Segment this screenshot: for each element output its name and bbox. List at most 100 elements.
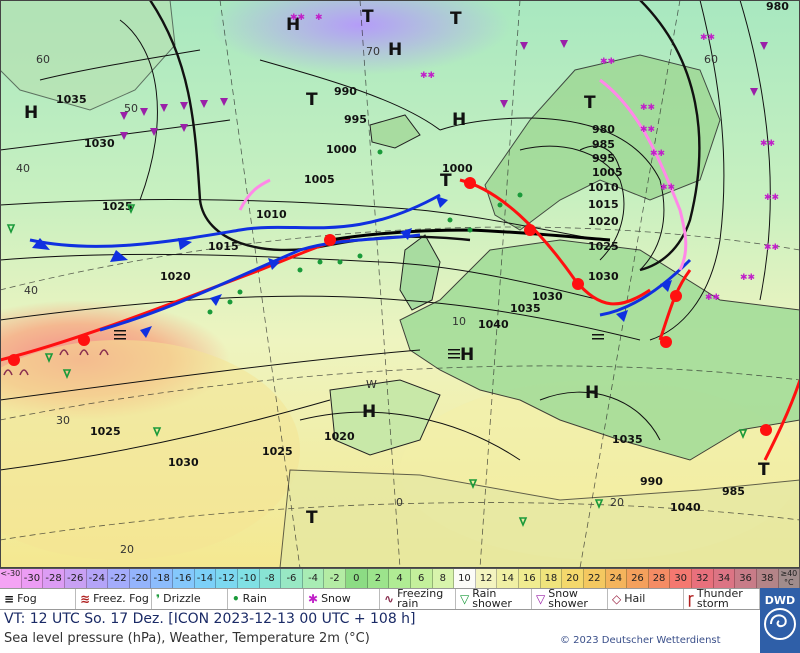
- chart-info: VT: 12 UTC So. 17 Dez. [ICON 2023-12-13 …: [4, 610, 754, 646]
- svg-text:✱✱: ✱✱: [600, 57, 615, 67]
- legend-item: ≡ Fog: [0, 589, 76, 609]
- isobar-label: 1015: [588, 198, 619, 211]
- weather-map: H H H H H H H T T T T T T T 1035 1030 10…: [0, 0, 800, 568]
- dwd-logo-icon: [764, 608, 796, 640]
- warm-front-symbols: [8, 177, 772, 436]
- longitude-label: 10: [452, 315, 466, 328]
- isobar-label: 990: [334, 85, 357, 98]
- freezing-rain-symbols: [3, 349, 109, 376]
- svg-text:✱✱: ✱✱: [640, 103, 655, 113]
- temperature-scale-cell: -8: [259, 569, 282, 588]
- isobar-label: 1025: [262, 445, 293, 458]
- isobar-label: 1040: [670, 501, 701, 514]
- latitude-label: 40: [16, 162, 30, 175]
- latitude-label: 60: [36, 53, 50, 66]
- legend-label: Snow: [321, 592, 351, 605]
- temperature-scale-cell: 22: [583, 569, 606, 588]
- legend-item: ▽ Snow shower: [532, 589, 608, 609]
- low-centre-north: T: [362, 7, 374, 27]
- north-africa-landmass: [279, 469, 800, 568]
- temperature-scale-cell: 10: [454, 569, 476, 588]
- legend-label: Freez. Fog: [93, 592, 149, 605]
- isobar-label: 1020: [324, 430, 355, 443]
- temperature-scale-cell: 2: [367, 569, 390, 588]
- temperature-scale-cell: -12: [216, 569, 238, 588]
- isobar-label: 1020: [160, 270, 191, 283]
- temperature-scale-cell: -26: [64, 569, 87, 588]
- upper-occlusion: [599, 78, 688, 271]
- svg-text:✱✱: ✱✱: [764, 193, 779, 203]
- isobar-label: 1005: [304, 173, 335, 186]
- temperature-scale-cell: -18: [151, 569, 173, 588]
- warm-region-south: [0, 340, 300, 560]
- cold-front-north: [29, 193, 441, 248]
- temperature-scale-cell: -2: [324, 569, 346, 588]
- isobar-label: 1035: [56, 93, 87, 106]
- pressure-centres: H H H H H H H T T T T T T T: [24, 7, 770, 528]
- legend-label: Hail: [624, 592, 646, 605]
- rain-shower-icon: ▽: [460, 592, 470, 606]
- latitude-label: 70: [366, 45, 380, 58]
- logo-text: DWD: [764, 594, 796, 607]
- isobar-label: 985: [722, 485, 745, 498]
- warm-front-east: [658, 269, 692, 341]
- temperature-scale-cell: 38: [756, 569, 779, 588]
- legend-label: Thunder storm: [696, 589, 743, 609]
- fog-symbols: [114, 330, 604, 359]
- isobar-label: 980: [592, 123, 615, 136]
- temperature-scale-cell: -22: [108, 569, 130, 588]
- rain-shower-symbols: [6, 204, 748, 528]
- isobar-label: 1025: [588, 240, 619, 253]
- svg-text:✱✱: ✱✱: [650, 149, 665, 159]
- latitude-label: 30: [56, 414, 70, 427]
- svg-text:✱✱: ✱✱: [705, 293, 720, 303]
- lat-lon-grid: [0, 0, 800, 568]
- isobar-label: 995: [592, 152, 615, 165]
- valid-time: VT: 12 UTC So. 17 Dez. [ICON 2023-12-13 …: [4, 611, 416, 627]
- temperature-scale-cell: -10: [237, 569, 260, 588]
- svg-text:✱✱: ✱✱: [700, 33, 715, 43]
- svg-text:✱✱: ✱✱: [760, 139, 775, 149]
- legend-item: Ꞅ Thunder storm: [684, 589, 760, 609]
- temperature-scale-cell: 14: [497, 569, 519, 588]
- cold-front-symbols: [32, 196, 672, 338]
- isobar-label: 1030: [588, 270, 619, 283]
- rain-icon: •: [232, 592, 240, 606]
- temperature-scale-cell: 36: [735, 569, 757, 588]
- isobar-label: 1010: [256, 208, 287, 221]
- temperature-scale-cell: 26: [627, 569, 649, 588]
- temperature-scale-cell: <-30: [0, 569, 22, 588]
- svg-text:✱: ✱: [315, 13, 323, 23]
- latitude-label: 40: [24, 284, 38, 297]
- cold-region-north: [210, 0, 510, 75]
- temperature-scale-cell: 0: [346, 569, 368, 588]
- latitude-label: 20: [120, 543, 134, 556]
- high-centre-norwegian-sea: H: [452, 110, 466, 130]
- low-centre-iceland: T: [306, 90, 318, 110]
- high-centre-iberia: H: [362, 402, 376, 422]
- isobar-lines: [0, 0, 771, 471]
- thunderstorm-icon: Ꞅ: [688, 592, 694, 607]
- rain-symbols: [207, 149, 523, 315]
- legend-label: Fog: [17, 592, 37, 605]
- legend-item: ✱ Snow: [304, 589, 380, 609]
- latitude-label: 50: [124, 102, 138, 115]
- isobar-label: 1005: [592, 166, 623, 179]
- svg-text:✱✱: ✱✱: [290, 13, 305, 23]
- temperature-scale-cell: 34: [713, 569, 736, 588]
- warm-front-europe: [459, 178, 651, 306]
- temperature-scale-cell: -6: [281, 569, 303, 588]
- snow-shower-symbols: [120, 40, 768, 140]
- temperature-scale-cell: 24: [605, 569, 628, 588]
- latitude-label: 60: [704, 53, 718, 66]
- isobar-label: 1030: [168, 456, 199, 469]
- weather-legend: ≡ Fog ≋ Freez. Fog ❜ Drizzle • Rain ✱ Snow ∿ Freezi…: [0, 588, 760, 610]
- temperature-scale-cell: 20: [562, 569, 584, 588]
- legend-item: ▽ Rain shower: [456, 589, 532, 609]
- legend-item: ≋ Freez. Fog: [76, 589, 152, 609]
- temperature-scale-cell: -28: [43, 569, 65, 588]
- svg-text:✱✱: ✱✱: [640, 125, 655, 135]
- snow-icon: ✱: [308, 592, 319, 606]
- temperature-scale-cell: -4: [302, 569, 325, 588]
- warm-front-southeast: [763, 379, 800, 461]
